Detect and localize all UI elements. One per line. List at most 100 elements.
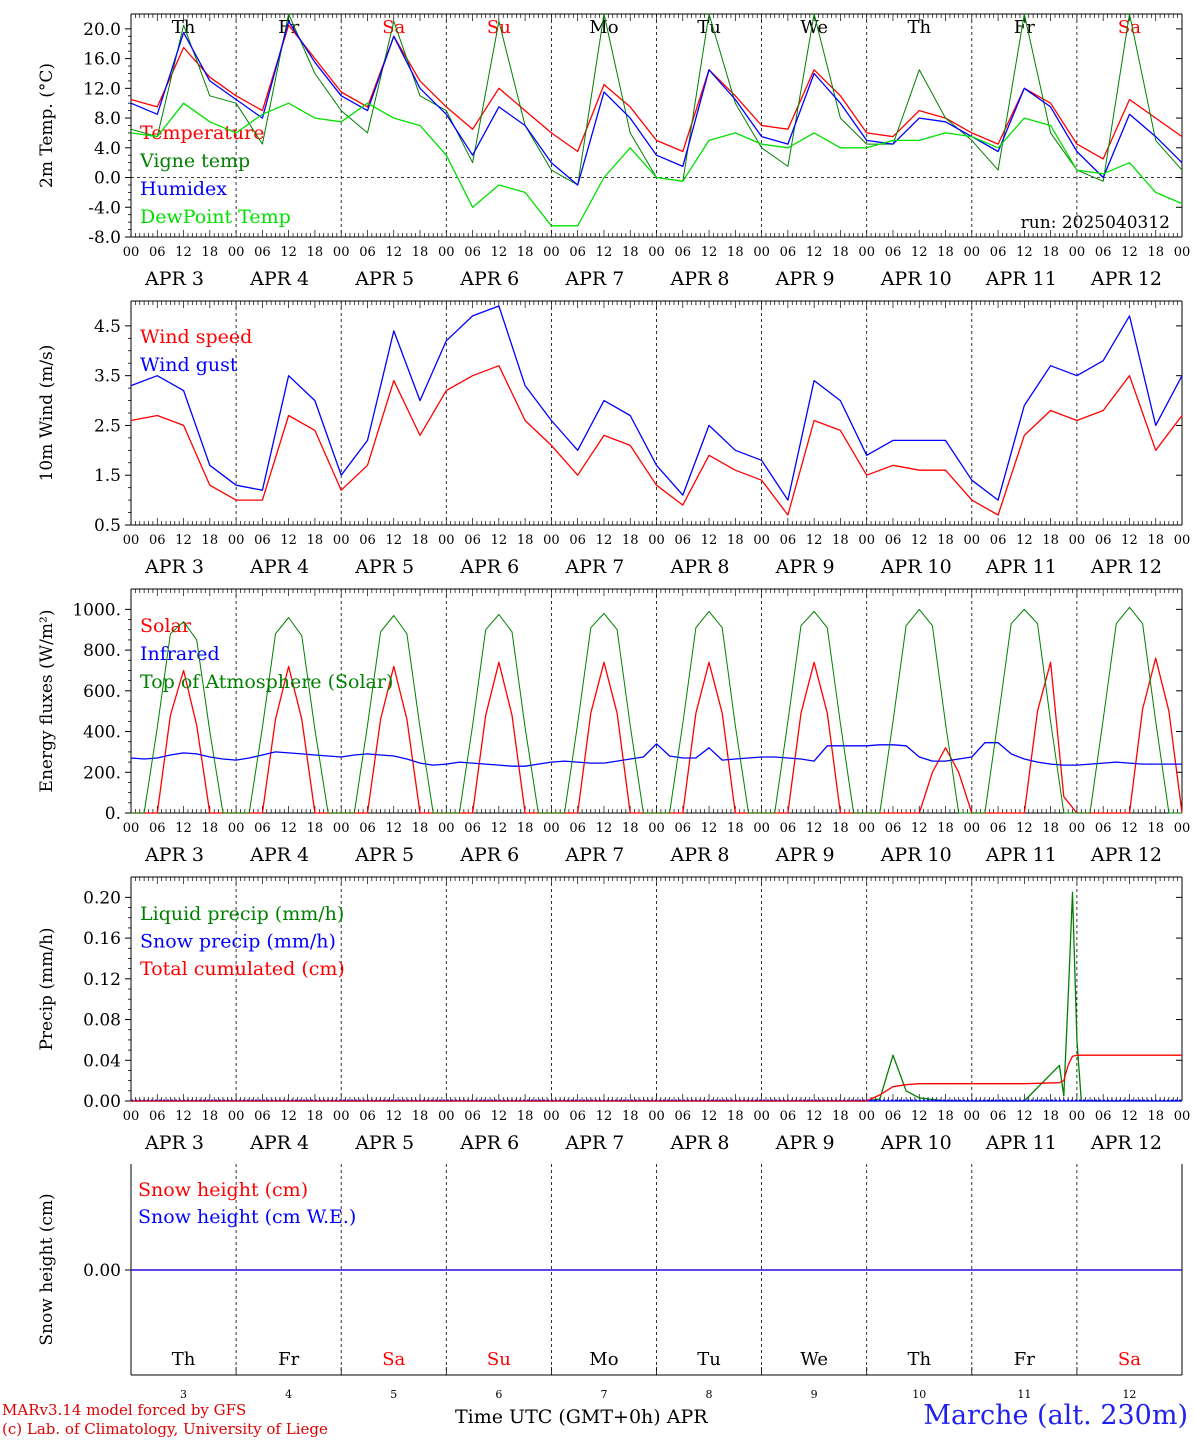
run-label: run: 2025040312	[1021, 213, 1170, 233]
x-hour-label: 06	[149, 245, 166, 260]
x-hour-label: 18	[622, 1109, 639, 1124]
x-date-label: APR 8	[670, 268, 730, 290]
x-date-label: APR 3	[144, 844, 204, 866]
x-hour-label: 18	[727, 245, 744, 260]
day-number-label: 7	[600, 1388, 607, 1401]
day-abbr-label: Su	[487, 1349, 511, 1370]
x-date-label: APR 11	[985, 556, 1057, 578]
x-hour-label: 00	[438, 245, 455, 260]
x-hour-label: 12	[385, 821, 402, 836]
legend-entry: Infrared	[140, 643, 220, 665]
x-date-label: APR 5	[354, 844, 414, 866]
x-hour-label: 00	[648, 245, 665, 260]
day-abbr-label: Th	[172, 1349, 196, 1370]
x-hour-label: 18	[202, 821, 219, 836]
x-hour-label: 12	[911, 245, 928, 260]
x-hour-label: 00	[333, 245, 350, 260]
x-hour-label: 00	[858, 245, 875, 260]
day-abbr-label: Mo	[589, 17, 618, 38]
day-abbr-label: Sa	[382, 1349, 405, 1370]
x-hour-label: 18	[412, 1109, 429, 1124]
x-hour-label: 06	[359, 245, 376, 260]
x-hour-label: 06	[990, 245, 1007, 260]
x-date-label: APR 4	[249, 556, 309, 578]
x-hour-label: 18	[412, 533, 429, 548]
y-tick-label: 600.	[83, 682, 121, 702]
x-hour-label: 18	[202, 533, 219, 548]
legend-entry: Solar	[140, 615, 192, 637]
series-line-wind-speed	[130, 365, 1183, 516]
x-hour-label: 18	[832, 533, 849, 548]
x-hour-label: 06	[990, 1109, 1007, 1124]
x-hour-label: 18	[1147, 245, 1164, 260]
x-hour-label: 00	[123, 1109, 140, 1124]
x-hour-label: 18	[517, 1109, 534, 1124]
y-tick-label: 0.04	[83, 1051, 121, 1071]
x-axis-title: Time UTC (GMT+0h) APR	[455, 1406, 708, 1428]
x-hour-label: 12	[596, 821, 613, 836]
x-hour-label: 12	[701, 1109, 718, 1124]
x-hour-label: 12	[1016, 1109, 1033, 1124]
x-hour-label: 00	[1069, 1109, 1086, 1124]
x-hour-label: 06	[1095, 1109, 1112, 1124]
x-hour-label: 18	[727, 821, 744, 836]
x-hour-label: 06	[464, 1109, 481, 1124]
y-tick-label: 1000.	[72, 600, 121, 620]
day-abbr-label: Sa	[1118, 1349, 1141, 1370]
x-hour-label: 00	[964, 533, 981, 548]
y-tick-label: 4.0	[94, 139, 121, 159]
y-tick-label: 0.08	[83, 1011, 121, 1031]
day-abbr-label: Th	[172, 17, 196, 38]
x-date-label: APR 8	[670, 844, 730, 866]
x-hour-label: 18	[1042, 821, 1059, 836]
legend-entry: Humidex	[140, 178, 227, 200]
station-label: Marche (alt. 230m)	[923, 1400, 1188, 1431]
day-abbr-label: Sa	[382, 17, 405, 38]
x-date-label: APR 6	[459, 268, 519, 290]
x-hour-label: 06	[1095, 245, 1112, 260]
x-hour-label: 12	[385, 245, 402, 260]
x-hour-label: 18	[517, 533, 534, 548]
x-date-label: APR 9	[775, 1132, 835, 1154]
x-hour-label: 00	[438, 1109, 455, 1124]
day-abbr-label: Fr	[278, 1349, 299, 1370]
x-hour-label: 06	[464, 245, 481, 260]
x-date-label: APR 4	[249, 1132, 309, 1154]
x-axis-title-text: Time UTC (GMT+0h)	[455, 1406, 661, 1428]
x-date-label: APR 8	[670, 1132, 730, 1154]
x-hour-label: 06	[780, 245, 797, 260]
y-tick-label: 20.0	[83, 20, 121, 40]
y-tick-label: 0.00	[83, 1261, 121, 1281]
y-tick-label: 0.	[105, 804, 121, 824]
x-hour-label: 06	[675, 533, 692, 548]
x-hour-label: 18	[1147, 533, 1164, 548]
x-hour-label: 18	[832, 1109, 849, 1124]
y-tick-label: 800.	[83, 641, 121, 661]
x-date-label: APR 12	[1090, 556, 1162, 578]
x-date-label: APR 3	[144, 268, 204, 290]
x-hour-label: 06	[780, 533, 797, 548]
x-hour-label: 12	[491, 821, 508, 836]
x-hour-label: 06	[990, 821, 1007, 836]
day-number-label: 3	[180, 1388, 187, 1401]
x-hour-label: 00	[1174, 245, 1191, 260]
credit-line-2: (c) Lab. of Climatology, University of L…	[2, 1420, 328, 1438]
x-hour-label: 06	[569, 1109, 586, 1124]
x-hour-label: 06	[254, 533, 271, 548]
day-abbr-label: Fr	[1014, 17, 1035, 38]
x-hour-label: 06	[464, 533, 481, 548]
x-hour-label: 18	[622, 533, 639, 548]
x-date-label: APR 11	[985, 1132, 1057, 1154]
x-hour-label: 12	[1016, 821, 1033, 836]
x-hour-label: 06	[1095, 533, 1112, 548]
y-tick-label: 400.	[83, 723, 121, 743]
x-hour-label: 18	[937, 533, 954, 548]
x-hour-label: 18	[1147, 821, 1164, 836]
x-hour-label: 06	[359, 1109, 376, 1124]
x-hour-label: 00	[964, 821, 981, 836]
y-tick-label: 8.0	[94, 109, 121, 129]
day-abbr-label: Sa	[1118, 17, 1141, 38]
x-hour-label: 18	[307, 245, 324, 260]
x-hour-label: 06	[569, 245, 586, 260]
